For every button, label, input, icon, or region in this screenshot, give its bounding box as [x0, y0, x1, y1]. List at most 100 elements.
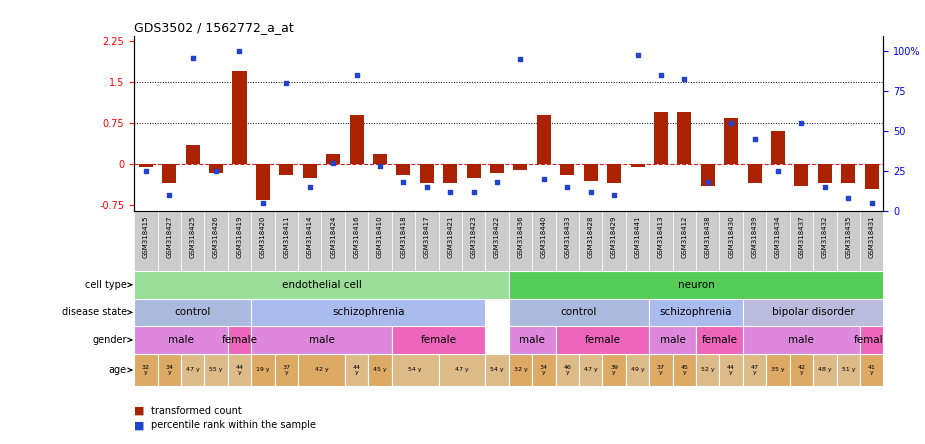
Bar — [256, 164, 270, 200]
Bar — [743, 326, 860, 354]
Text: 32 y: 32 y — [513, 368, 527, 373]
Text: male: male — [168, 335, 194, 345]
Text: 34
y: 34 y — [166, 365, 173, 375]
Bar — [368, 354, 391, 386]
Text: 19 y: 19 y — [256, 368, 270, 373]
Bar — [252, 211, 275, 271]
Bar — [228, 211, 252, 271]
Bar — [536, 115, 551, 164]
Text: GSM318418: GSM318418 — [401, 216, 406, 258]
Text: GSM318417: GSM318417 — [424, 216, 430, 258]
Point — [255, 199, 270, 206]
Text: GSM318412: GSM318412 — [682, 216, 687, 258]
Bar — [327, 155, 340, 164]
Text: female: female — [701, 335, 737, 345]
Text: 39
y: 39 y — [610, 365, 618, 375]
Text: disease state: disease state — [61, 307, 127, 317]
Point — [302, 183, 317, 190]
Text: GSM318413: GSM318413 — [658, 216, 664, 258]
Bar — [649, 211, 672, 271]
Text: GDS3502 / 1562772_a_at: GDS3502 / 1562772_a_at — [134, 21, 294, 34]
Bar — [790, 211, 813, 271]
Text: gender: gender — [92, 335, 127, 345]
Text: schizophrenia: schizophrenia — [332, 307, 404, 317]
Point — [747, 135, 762, 143]
Bar — [181, 211, 204, 271]
Text: 54 y: 54 y — [490, 368, 504, 373]
Bar — [677, 112, 691, 164]
Text: female: female — [421, 335, 457, 345]
Bar — [602, 211, 626, 271]
Text: GSM318440: GSM318440 — [541, 216, 547, 258]
Bar — [607, 164, 622, 183]
Bar — [579, 354, 602, 386]
Point — [677, 75, 692, 82]
Text: GSM318438: GSM318438 — [705, 216, 710, 258]
Bar — [841, 164, 856, 183]
Text: control: control — [175, 307, 211, 317]
Text: GSM318441: GSM318441 — [635, 216, 640, 258]
Bar — [795, 164, 808, 186]
Bar — [209, 164, 223, 173]
Bar — [724, 118, 738, 164]
Bar — [134, 271, 509, 298]
Text: male: male — [788, 335, 814, 345]
Text: 44
y: 44 y — [352, 365, 361, 375]
Bar — [373, 155, 387, 164]
Text: GSM318414: GSM318414 — [307, 216, 313, 258]
Point — [232, 48, 247, 55]
Text: 35 y: 35 y — [771, 368, 784, 373]
Text: 47 y: 47 y — [584, 368, 598, 373]
Bar — [532, 354, 556, 386]
Bar — [584, 164, 598, 181]
Bar — [462, 211, 486, 271]
Bar — [486, 211, 509, 271]
Bar — [626, 211, 649, 271]
Text: GSM318420: GSM318420 — [260, 216, 265, 258]
Bar — [181, 354, 204, 386]
Bar — [743, 298, 883, 326]
Point — [700, 178, 715, 186]
Text: 47
y: 47 y — [750, 365, 758, 375]
Bar — [134, 354, 157, 386]
Bar — [672, 211, 697, 271]
Bar — [509, 354, 532, 386]
Bar — [275, 211, 298, 271]
Text: 52 y: 52 y — [701, 368, 715, 373]
Bar — [396, 164, 411, 175]
Point — [841, 194, 856, 202]
Bar — [298, 211, 322, 271]
Bar — [139, 164, 153, 167]
Bar — [743, 211, 766, 271]
Bar — [720, 354, 743, 386]
Text: male: male — [309, 335, 334, 345]
Point — [139, 167, 154, 174]
Bar — [228, 354, 252, 386]
Bar — [350, 115, 364, 164]
Bar — [252, 354, 275, 386]
Bar — [204, 354, 228, 386]
Text: GSM318430: GSM318430 — [728, 216, 734, 258]
Bar — [860, 211, 883, 271]
Text: 49 y: 49 y — [631, 368, 645, 373]
Point — [443, 188, 458, 195]
Text: 32
y: 32 y — [142, 365, 150, 375]
Text: control: control — [561, 307, 598, 317]
Text: 45 y: 45 y — [373, 368, 387, 373]
Bar — [836, 354, 860, 386]
Text: GSM318419: GSM318419 — [237, 216, 242, 258]
Bar — [368, 211, 391, 271]
Text: 46
y: 46 y — [563, 365, 572, 375]
Text: GSM318433: GSM318433 — [564, 216, 571, 258]
Bar — [771, 131, 785, 164]
Text: GSM318410: GSM318410 — [377, 216, 383, 258]
Bar — [228, 326, 252, 354]
Text: GSM318434: GSM318434 — [775, 216, 781, 258]
Bar — [701, 164, 715, 186]
Bar — [279, 164, 293, 175]
Point — [630, 51, 645, 58]
Text: GSM318422: GSM318422 — [494, 216, 500, 258]
Point — [560, 183, 574, 190]
Text: ■: ■ — [134, 406, 144, 416]
Text: 47 y: 47 y — [186, 368, 200, 373]
